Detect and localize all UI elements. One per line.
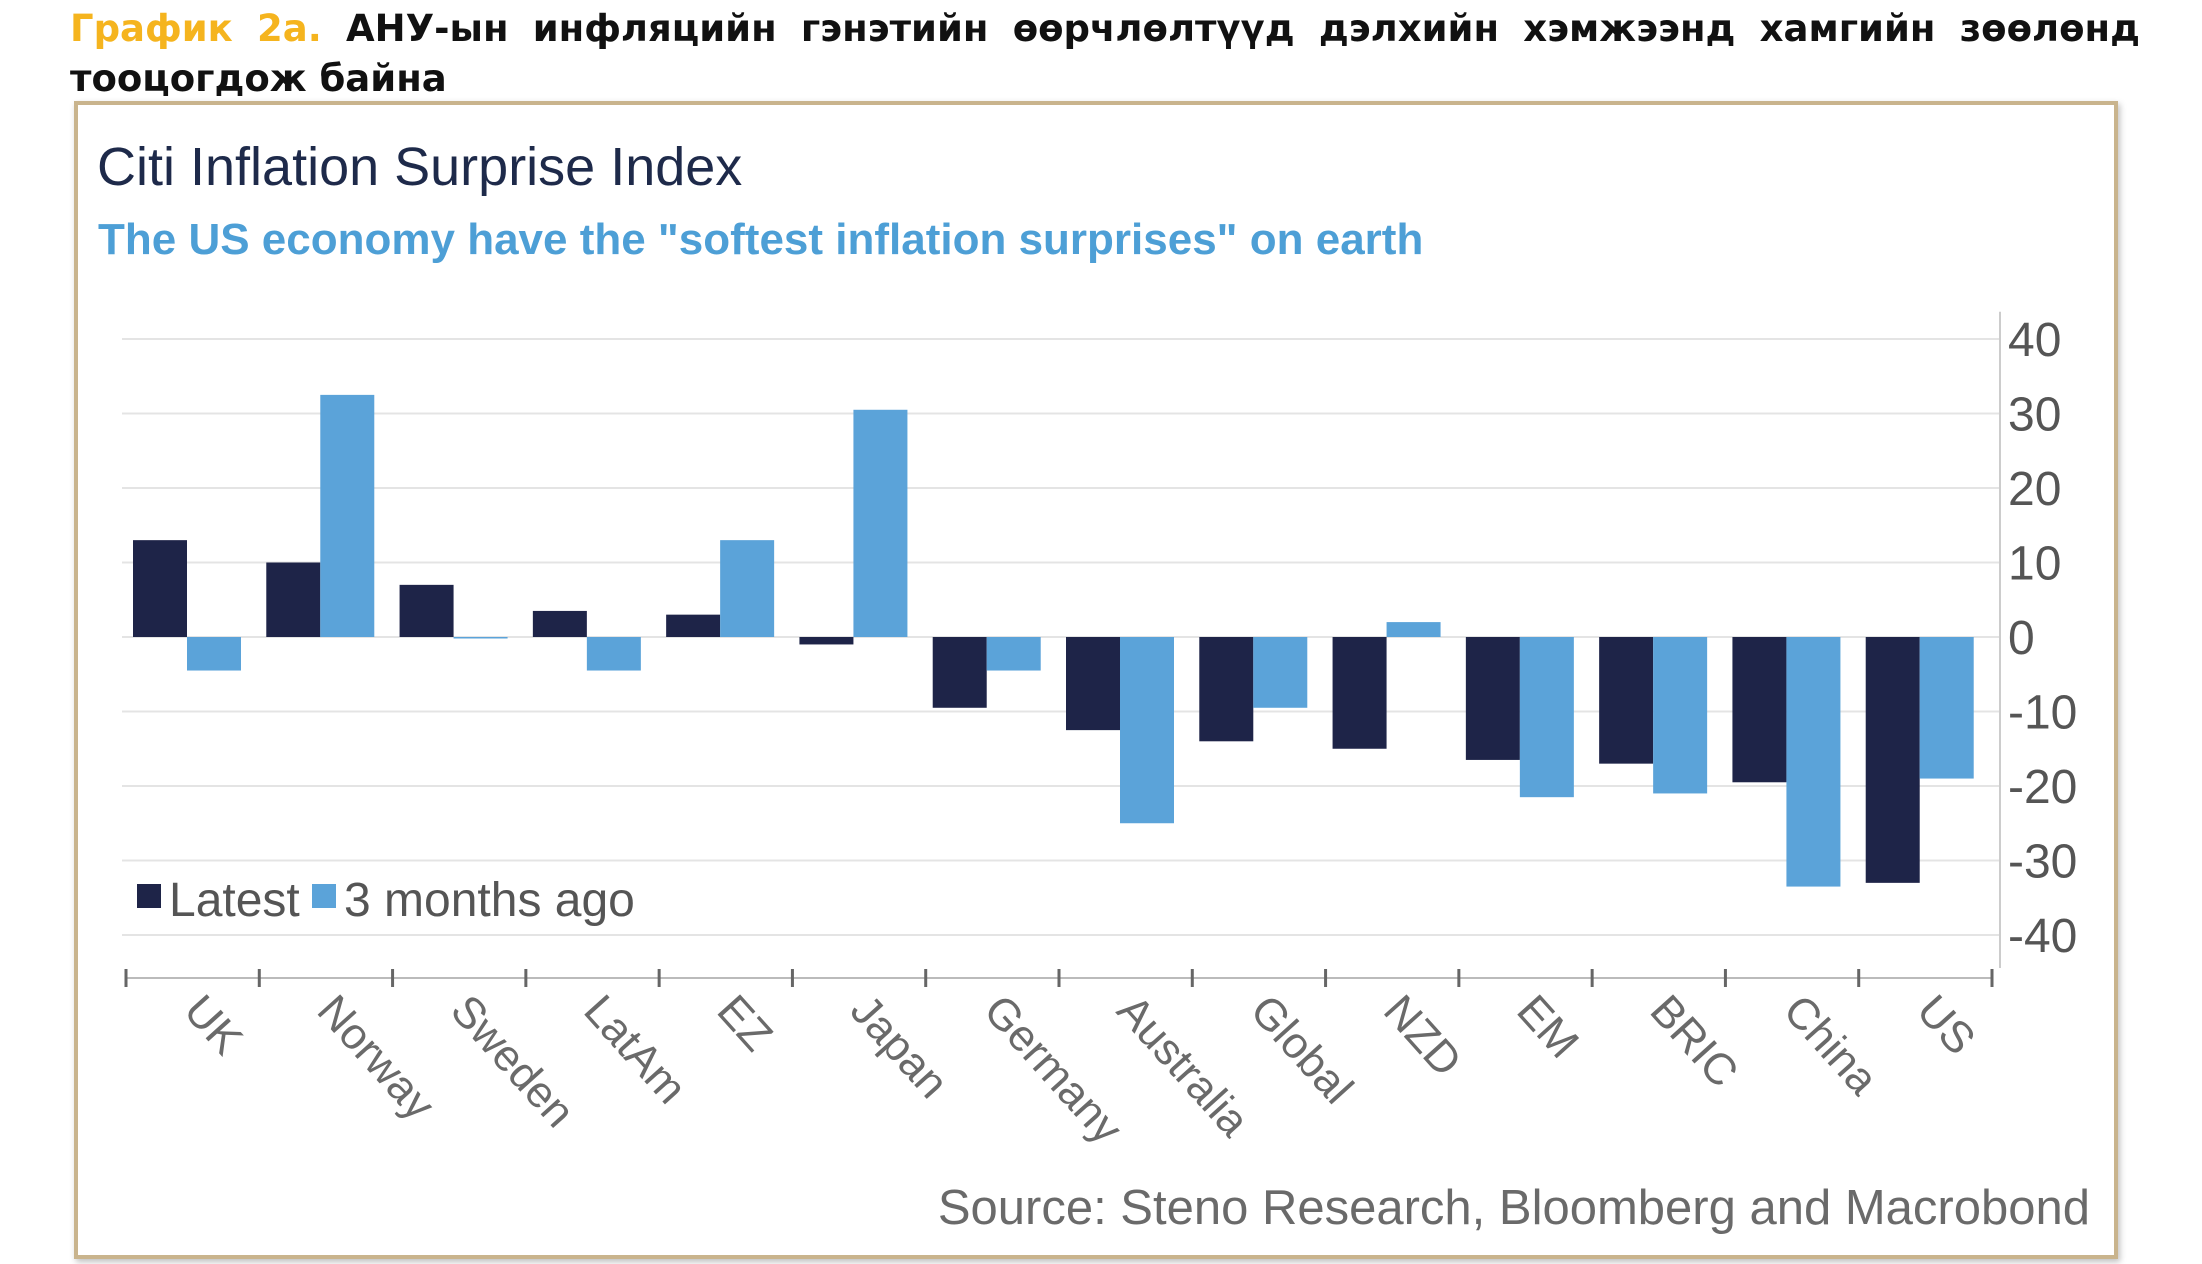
bar-bric-latest — [1599, 637, 1654, 764]
y-tick-label: 30 — [2008, 389, 2061, 442]
y-tick-label: 20 — [2008, 463, 2061, 516]
x-tick-label: NZD — [1374, 986, 1471, 1086]
x-tick-label: LatAm — [574, 986, 696, 1113]
y-tick-labels: 40 30 20 10 0 -10 -20 -30 -40 — [2008, 314, 2077, 963]
caption-label: График 2а. — [70, 7, 322, 50]
x-tick-label: Sweden — [441, 986, 584, 1137]
chart-subtitle: The US economy have the "softest inflati… — [98, 215, 1424, 264]
bar-germany-latest — [932, 637, 987, 708]
bar-ez-latest — [666, 614, 721, 637]
bar-norway-3-months-ago — [320, 394, 375, 637]
y-tick-label: 10 — [2008, 538, 2061, 591]
bar-nzd-latest — [1332, 637, 1387, 749]
y-tick-label: -40 — [2008, 910, 2077, 963]
x-tick-label: EM — [1507, 986, 1588, 1068]
bar-germany-3-months-ago — [986, 637, 1041, 671]
x-tick-label: Global — [1241, 986, 1363, 1113]
bar-latam-3-months-ago — [586, 637, 641, 671]
x-tick-label: Japan — [841, 986, 958, 1108]
bar-china-3-months-ago — [1786, 637, 1841, 887]
bar-global-latest — [1199, 637, 1254, 742]
legend-label-3-months-ago: 3 months ago — [344, 874, 635, 927]
bar-nzd-3-months-ago — [1386, 622, 1441, 637]
x-tick-label: EZ — [708, 986, 782, 1061]
x-tick-label: Germany — [974, 986, 1131, 1153]
bar-em-latest — [1465, 637, 1520, 760]
figure-caption: График 2а. АНУ-ын инфляцийн гэнэтийн өөр… — [70, 4, 2140, 104]
x-tick-label: UK — [175, 986, 252, 1064]
bar-uk-latest — [133, 540, 187, 637]
source-note: Source: Steno Research, Bloomberg and Ma… — [937, 1181, 2090, 1235]
bar-bric-3-months-ago — [1653, 637, 1708, 794]
bar-sweden-latest — [399, 584, 454, 637]
bar-japan-latest — [799, 637, 854, 645]
x-tick-label: Australia — [1108, 986, 1259, 1146]
bar-em-3-months-ago — [1519, 637, 1574, 798]
bar-ez-3-months-ago — [720, 540, 775, 637]
legend-swatch-3-months-ago — [312, 884, 336, 908]
bar-australia-3-months-ago — [1120, 637, 1174, 824]
bar-australia-latest — [1066, 637, 1120, 731]
bar-global-3-months-ago — [1253, 637, 1308, 708]
y-tick-label: -20 — [2008, 761, 2077, 814]
caption-text: АНУ-ын инфляцийн гэнэтийн өөрчлөлтүүд дэ… — [70, 7, 2140, 100]
x-tick-label: China — [1774, 986, 1888, 1105]
y-tick-label: -10 — [2008, 687, 2077, 740]
x-tick-label: Norway — [308, 986, 444, 1130]
bar-china-latest — [1732, 637, 1787, 783]
y-tick-label: 40 — [2008, 314, 2061, 367]
bar-us-latest — [1865, 637, 1920, 883]
legend: Latest 3 months ago — [137, 874, 635, 927]
x-tick-label: BRIC — [1641, 986, 1748, 1097]
y-tick-label: -30 — [2008, 836, 2077, 889]
bar-sweden-3-months-ago — [453, 637, 508, 639]
y-tick-label: 0 — [2008, 612, 2035, 665]
bar-japan-3-months-ago — [853, 409, 908, 637]
axes — [124, 311, 2001, 987]
bar-us-3-months-ago — [1919, 637, 1974, 779]
bar-latam-latest — [532, 610, 587, 637]
bar-norway-latest — [266, 562, 321, 637]
bars — [133, 394, 1974, 887]
legend-label-latest: Latest — [169, 874, 300, 927]
x-tick-label: US — [1907, 986, 1984, 1064]
bar-uk-3-months-ago — [187, 637, 241, 671]
chart-title: Citi Inflation Surprise Index — [97, 137, 743, 197]
legend-swatch-latest — [137, 884, 161, 908]
